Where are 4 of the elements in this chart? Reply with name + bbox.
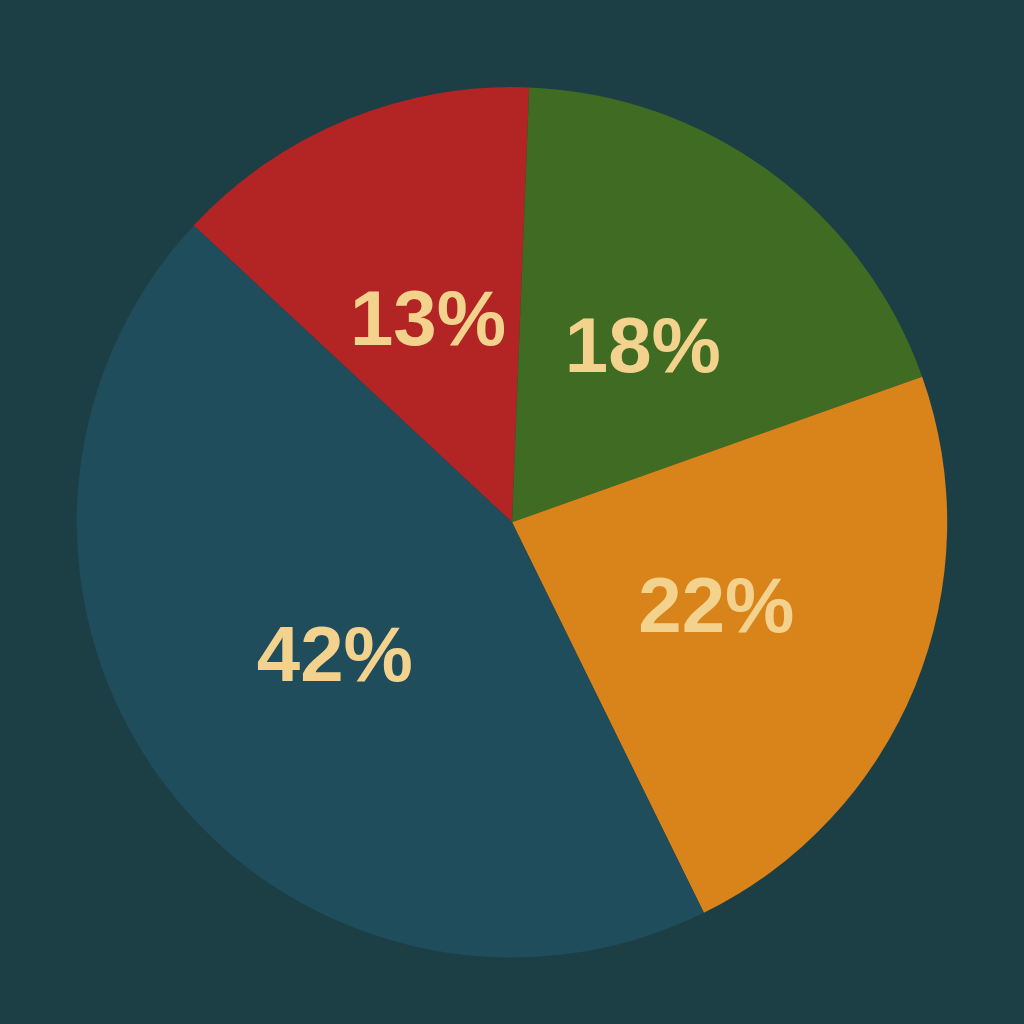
data-label: 18%: [564, 300, 721, 389]
data-label: 42%: [256, 609, 413, 698]
data-label: 13%: [349, 274, 507, 363]
data-label: 22%: [638, 561, 795, 650]
